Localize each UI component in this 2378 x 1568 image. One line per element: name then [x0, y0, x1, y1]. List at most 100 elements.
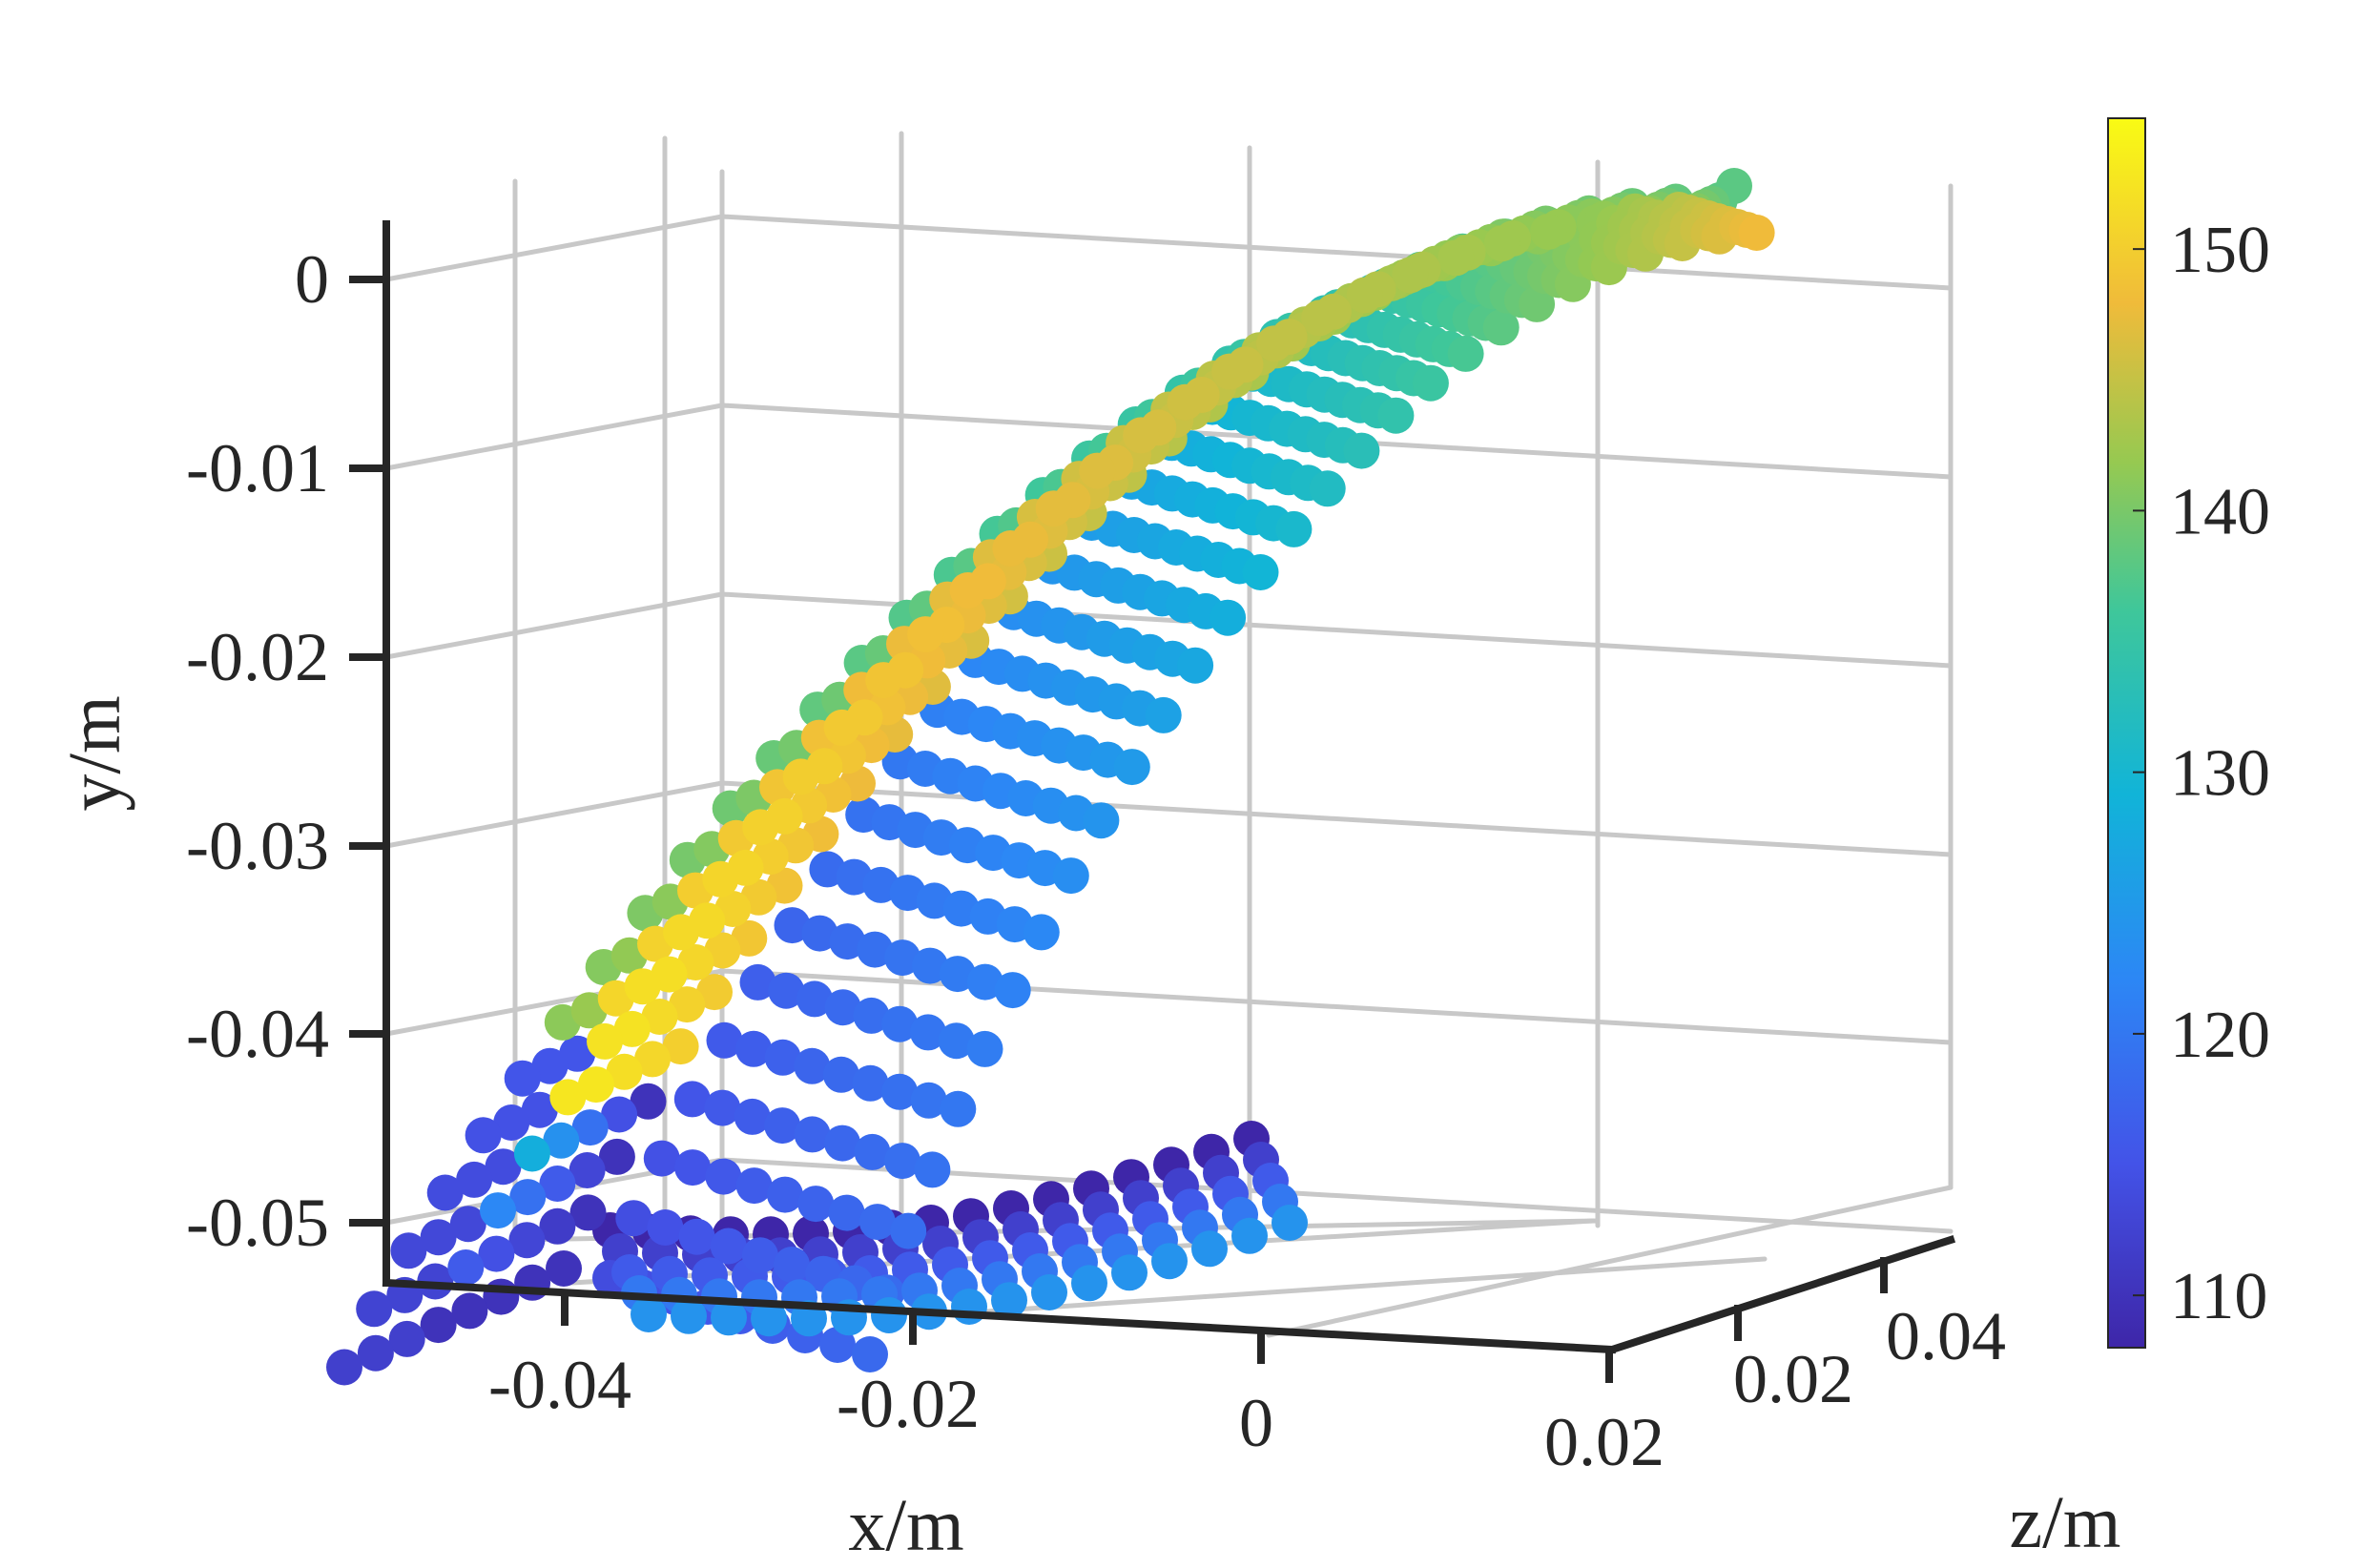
scatter-point [598, 1138, 635, 1175]
scatter-point [768, 972, 805, 1009]
scatter-point [1256, 325, 1292, 362]
scatter-point [910, 1082, 947, 1119]
scatter-point [631, 1296, 667, 1332]
scatter-point [774, 1247, 810, 1283]
scatter-point [1437, 239, 1475, 277]
scatter-point [634, 1041, 671, 1078]
scatter-point [853, 997, 890, 1034]
scatter-point [940, 1090, 977, 1127]
scatter-point [966, 963, 1003, 1001]
colorbar-ticks: 110 120 130 140 150 [2133, 214, 2270, 1333]
grid-line [1266, 1185, 1954, 1338]
scatter-point [420, 1307, 457, 1344]
scatter-point [705, 1158, 742, 1195]
scatter-point [624, 968, 661, 1005]
scatter-point [857, 931, 894, 968]
scatter-point [782, 758, 819, 795]
x-tick-label: -0.02 [837, 1366, 980, 1442]
scatter-point [630, 1083, 667, 1120]
scatter-point [819, 1327, 856, 1363]
scatter-point [504, 1060, 541, 1097]
z-tick-label: 0.04 [1886, 1298, 2006, 1374]
scatter-point [1111, 1254, 1148, 1291]
scatter-point [994, 972, 1031, 1009]
scatter-point [1301, 299, 1338, 337]
scatter-point [1035, 490, 1072, 527]
scatter-point [1177, 647, 1214, 684]
scatter-point [884, 1143, 920, 1180]
scatter-point [966, 1030, 1003, 1067]
scatter-point [1530, 214, 1567, 250]
scatter-point [671, 1297, 707, 1334]
scatter-point [854, 1133, 891, 1170]
scatter-point [601, 1096, 638, 1133]
scatter-point [1275, 510, 1313, 547]
scatter-point [824, 989, 861, 1026]
scatter-point [663, 914, 700, 951]
scatter-point [907, 616, 944, 653]
x-tick-label: 0 [1239, 1385, 1273, 1461]
scatter-point [1377, 397, 1415, 434]
scatter-point [828, 1194, 865, 1231]
scatter-point [531, 1047, 569, 1084]
scatter-point [1151, 1243, 1188, 1280]
scatter-point [1738, 215, 1775, 251]
scatter-point [521, 1091, 558, 1128]
scatter-point [858, 1204, 896, 1241]
scatter-point [735, 1167, 773, 1205]
scatter-point [1079, 452, 1116, 489]
y-axis-label: y/m [52, 695, 135, 811]
scatter-point [1210, 599, 1247, 636]
z-tick-label: 0.02 [1733, 1341, 1853, 1417]
scatter-point [767, 1176, 803, 1213]
scatter-point [1272, 1205, 1308, 1241]
grid-line [719, 214, 1954, 291]
scatter-point [1083, 802, 1120, 839]
x-axis-line [382, 1278, 1617, 1354]
scatter-point [774, 907, 811, 944]
grid-line [719, 780, 1954, 857]
scatter-point [1412, 364, 1449, 402]
scatter-point [852, 1064, 889, 1102]
scatter-point [549, 1079, 587, 1116]
scatter-point [539, 1166, 576, 1202]
y-tick-label: -0.02 [186, 619, 329, 695]
colorbar-tick-label: 120 [2170, 999, 2270, 1072]
scatter-point [751, 1300, 787, 1337]
scatter-point [1346, 277, 1383, 314]
scatter-point [797, 1186, 835, 1223]
scatter-point [884, 939, 921, 977]
scatter-point [357, 1334, 394, 1372]
scatter-point [938, 1022, 975, 1060]
scatter-point [710, 1228, 747, 1265]
scatter-point [764, 1039, 801, 1076]
scatter-point [678, 1218, 715, 1255]
y-tick-label: -0.01 [186, 430, 329, 506]
scatter-point [478, 1235, 515, 1272]
scatter-point [451, 1292, 488, 1330]
scatter-point [388, 1320, 425, 1357]
scatter-point [447, 1249, 485, 1286]
colorbar-tick-label: 150 [2170, 214, 2270, 287]
x-tick-label: -0.04 [488, 1347, 631, 1423]
scatter-point [559, 1035, 596, 1072]
scatter-point [711, 1299, 747, 1336]
scatter-point [465, 1117, 502, 1154]
scatter-point [1031, 1274, 1067, 1310]
scatter-point [571, 1109, 609, 1146]
scatter-point [1113, 749, 1150, 786]
scatter-point [587, 1022, 623, 1060]
scatter-point [912, 947, 948, 984]
scatter-point [1519, 285, 1556, 322]
colorbar-tick-label: 140 [2170, 475, 2270, 548]
scatter-point [734, 1098, 771, 1135]
scatter-point [1167, 383, 1204, 421]
scatter-point [1023, 914, 1060, 951]
scatter-point [356, 1290, 393, 1328]
scatter-point [643, 1140, 680, 1177]
z-axis-line [1606, 1234, 1956, 1355]
scatter-point [702, 860, 739, 897]
scatter-point [951, 1289, 987, 1325]
scatter-point [824, 1124, 861, 1162]
scatter-point [615, 1200, 652, 1237]
